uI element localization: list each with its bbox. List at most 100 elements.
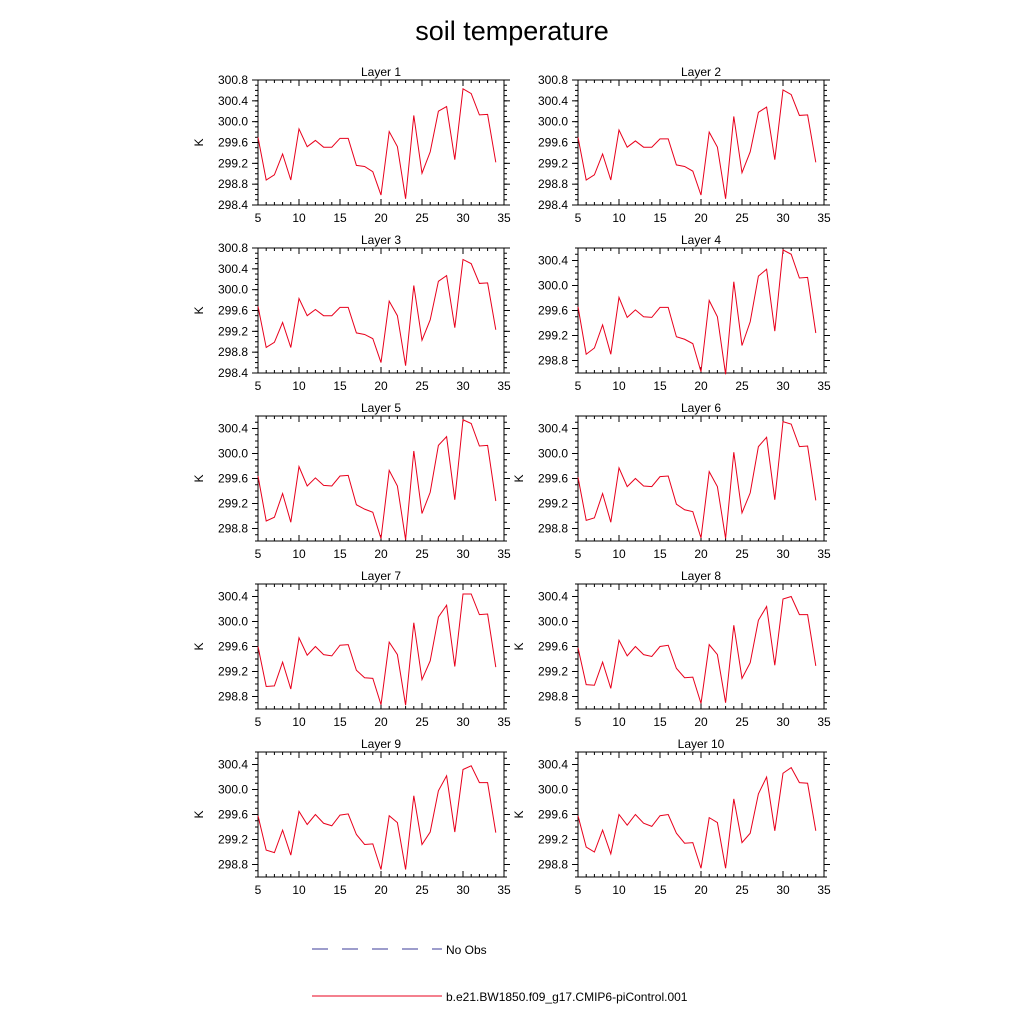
series-line-control-run	[257, 419, 497, 540]
panel-title: Layer 7	[361, 569, 401, 583]
y-tick-label: 300.0	[538, 115, 568, 129]
x-tick-label: 35	[497, 547, 511, 561]
panel-title: Layer 9	[361, 737, 401, 751]
series-line-control-run	[577, 249, 817, 375]
y-tick-label: 298.8	[538, 690, 568, 704]
x-tick-label: 35	[497, 211, 511, 225]
panel-layer-9: Layer 9 K 5 10 15 20 25 30 35 298.8 299.2 299.6 300.…	[192, 737, 511, 897]
x-tick-label: 5	[255, 883, 262, 897]
x-tick-label: 25	[735, 547, 749, 561]
x-tick-label: 10	[612, 883, 626, 897]
x-tick-label: 35	[817, 379, 831, 393]
legend-label-no-obs: No Obs	[446, 943, 487, 957]
y-tick-label: 299.6	[538, 472, 568, 486]
x-tick-label: 10	[292, 715, 306, 729]
x-tick-label: 20	[694, 883, 708, 897]
plot-frame	[257, 751, 505, 878]
y-tick-label: 298.8	[538, 858, 568, 872]
y-tick-label: 300.0	[538, 279, 568, 293]
x-tick-label: 25	[735, 211, 749, 225]
y-tick-label: 298.8	[538, 177, 568, 191]
x-tick-label: 15	[653, 379, 667, 393]
x-tick-label: 30	[776, 379, 790, 393]
x-tick-label: 30	[456, 547, 470, 561]
series-line-control-run	[577, 595, 817, 704]
x-tick-label: 5	[255, 379, 262, 393]
x-tick-label: 25	[735, 715, 749, 729]
y-tick-label: 299.2	[218, 324, 248, 338]
y-tick-label: 300.4	[538, 94, 568, 108]
y-tick-label: 300.0	[538, 447, 568, 461]
y-tick-label: 300.0	[218, 115, 248, 129]
series-line-control-run	[257, 765, 497, 870]
x-tick-label: 25	[415, 379, 429, 393]
plot-frame	[257, 415, 505, 542]
panel-layer-1: Layer 1 K 5 10 15 20 25 30 35 298.4 298.8 299.2 299.…	[192, 65, 511, 225]
y-axis-label: K	[512, 642, 526, 650]
plot-frame	[577, 79, 825, 206]
x-tick-label: 30	[456, 379, 470, 393]
x-tick-label: 25	[415, 715, 429, 729]
y-tick-label: 300.8	[538, 73, 568, 87]
plot-frame	[257, 583, 505, 710]
series-line-control-run	[257, 593, 497, 706]
y-tick-label: 300.8	[218, 241, 248, 255]
x-tick-label: 10	[612, 715, 626, 729]
x-tick-label: 25	[415, 211, 429, 225]
y-tick-label: 300.0	[538, 615, 568, 629]
y-axis-label: K	[192, 810, 206, 818]
y-tick-label: 300.4	[218, 758, 248, 772]
x-tick-label: 15	[653, 547, 667, 561]
x-tick-label: 15	[333, 547, 347, 561]
x-tick-label: 5	[255, 715, 262, 729]
y-tick-label: 299.2	[218, 665, 248, 679]
x-tick-label: 35	[817, 715, 831, 729]
x-tick-label: 20	[374, 883, 388, 897]
y-axis-label: K	[512, 474, 526, 482]
series-line-control-run	[257, 258, 497, 366]
y-tick-label: 300.4	[538, 422, 568, 436]
panel-layer-7: Layer 7 K 5 10 15 20 25 30 35 298.8 299.2 299.6 300.…	[192, 569, 511, 729]
plot-frame	[577, 583, 825, 710]
legend-label-control-run: b.e21.BW1850.f09_g17.CMIP6-piControl.001	[446, 990, 688, 1004]
panel-title: Layer 5	[361, 401, 401, 415]
x-tick-label: 30	[456, 715, 470, 729]
y-tick-label: 299.2	[538, 329, 568, 343]
y-tick-label: 298.8	[538, 522, 568, 536]
panel-layer-10: Layer 10 K 5 10 15 20 25 30 35 298.8 299.2 299.6 300…	[512, 737, 831, 897]
x-tick-label: 25	[735, 379, 749, 393]
x-tick-label: 20	[694, 211, 708, 225]
plot-frame	[257, 79, 505, 206]
y-tick-label: 299.2	[538, 156, 568, 170]
panel-title: Layer 10	[678, 737, 725, 751]
y-tick-label: 300.4	[218, 590, 248, 604]
x-tick-label: 30	[456, 211, 470, 225]
x-tick-label: 15	[653, 883, 667, 897]
x-tick-label: 5	[575, 379, 582, 393]
x-tick-label: 15	[333, 211, 347, 225]
x-tick-label: 35	[817, 547, 831, 561]
y-tick-label: 300.4	[538, 758, 568, 772]
y-tick-label: 300.0	[218, 615, 248, 629]
y-tick-label: 298.4	[218, 198, 248, 212]
y-tick-label: 299.2	[218, 833, 248, 847]
y-tick-label: 300.4	[218, 262, 248, 276]
x-tick-label: 25	[735, 883, 749, 897]
y-tick-label: 298.8	[538, 354, 568, 368]
panel-grid: Layer 1 K 5 10 15 20 25 30 35 298.4 298.8 299.2 299.…	[192, 65, 831, 897]
x-tick-label: 15	[333, 883, 347, 897]
panel-title: Layer 4	[681, 233, 721, 247]
x-tick-label: 30	[776, 547, 790, 561]
y-tick-label: 299.6	[538, 304, 568, 318]
x-tick-label: 30	[456, 883, 470, 897]
y-axis-label: K	[512, 810, 526, 818]
x-tick-label: 25	[415, 883, 429, 897]
y-tick-label: 300.0	[218, 447, 248, 461]
x-tick-label: 20	[694, 547, 708, 561]
x-tick-label: 15	[653, 715, 667, 729]
x-tick-label: 25	[415, 547, 429, 561]
y-axis-label: K	[192, 642, 206, 650]
y-tick-label: 298.8	[218, 522, 248, 536]
series-line-control-run	[577, 420, 817, 539]
x-tick-label: 10	[292, 547, 306, 561]
